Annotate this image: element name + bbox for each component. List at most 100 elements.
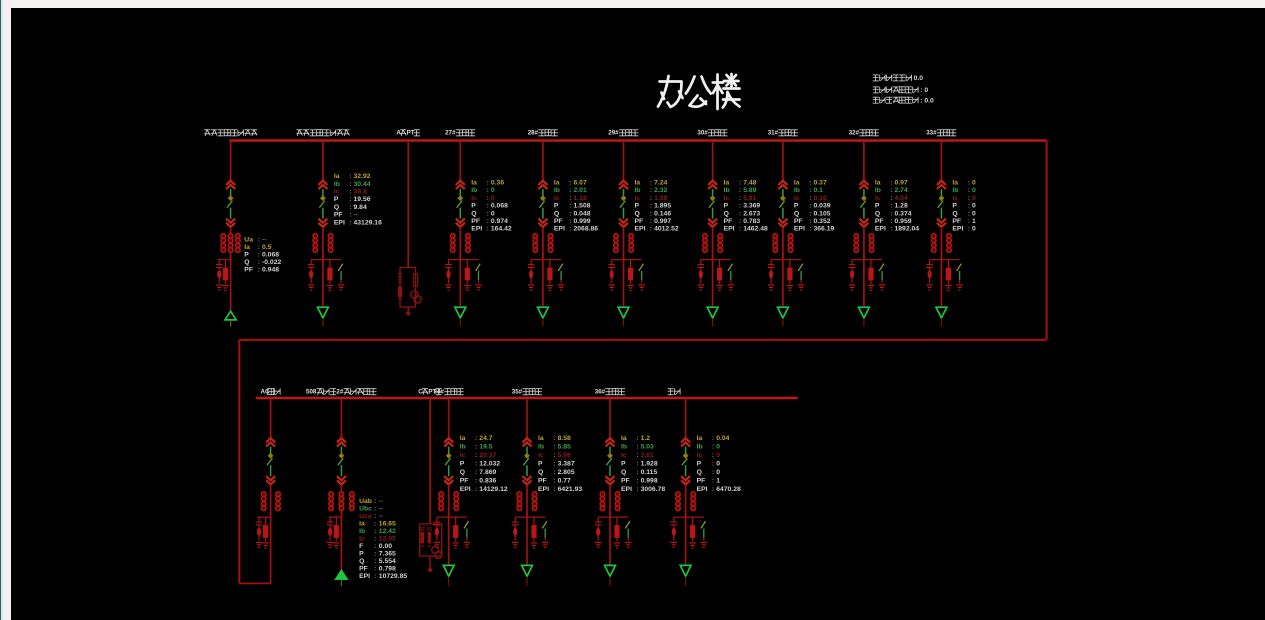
svg-text:7.869: 7.869 <box>479 469 496 476</box>
svg-text:Ic: Ic <box>635 195 641 202</box>
svg-text::: : <box>258 237 260 244</box>
svg-text:4.04: 4.04 <box>895 195 908 202</box>
svg-text::: : <box>374 513 376 520</box>
svg-text::: : <box>636 443 638 450</box>
svg-text:Ib: Ib <box>334 181 340 188</box>
svg-text:PF: PF <box>952 218 961 225</box>
svg-text::: : <box>712 452 714 459</box>
svg-text:Ib: Ib <box>635 187 641 194</box>
svg-text:PF: PF <box>334 212 343 219</box>
svg-text:P: P <box>697 460 702 467</box>
svg-text:PF: PF <box>697 477 706 484</box>
svg-text::: : <box>258 259 260 266</box>
svg-text:4012.52: 4012.52 <box>654 226 679 233</box>
svg-text:1.928: 1.928 <box>641 460 658 467</box>
svg-text::: : <box>636 435 638 442</box>
svg-text::: : <box>809 218 811 225</box>
svg-text:P: P <box>359 550 364 557</box>
svg-text:EPI: EPI <box>359 573 370 580</box>
svg-text::: : <box>890 203 892 210</box>
svg-text:Q: Q <box>334 204 339 211</box>
svg-text::: : <box>349 196 351 203</box>
svg-text::: : <box>553 452 555 459</box>
svg-text::: : <box>487 180 489 187</box>
svg-text:AC: AC <box>261 389 270 396</box>
svg-text:Ic: Ic <box>554 195 560 202</box>
svg-text:PF: PF <box>875 218 884 225</box>
svg-text:P: P <box>794 203 799 210</box>
svg-text:0.374: 0.374 <box>895 210 912 217</box>
svg-text:1892.04: 1892.04 <box>895 226 920 233</box>
svg-text:EPI: EPI <box>697 486 708 493</box>
svg-text:0.068: 0.068 <box>491 203 508 210</box>
svg-text:PF: PF <box>724 218 733 225</box>
svg-text:Ic: Ic <box>621 452 627 459</box>
svg-text:Ib: Ib <box>359 528 365 535</box>
svg-text:8.58: 8.58 <box>558 435 571 442</box>
svg-text:0: 0 <box>716 452 720 459</box>
svg-text:PF: PF <box>538 477 547 484</box>
svg-text::: : <box>968 195 970 202</box>
svg-text::: : <box>968 226 970 233</box>
svg-text:Q: Q <box>538 469 543 476</box>
svg-text:Q: Q <box>875 210 880 217</box>
svg-text:2068.86: 2068.86 <box>574 226 599 233</box>
svg-text::: : <box>475 486 477 493</box>
svg-text:PF: PF <box>244 267 253 274</box>
svg-text:43129.16: 43129.16 <box>354 219 383 226</box>
svg-text:Ib: Ib <box>697 443 703 450</box>
svg-text:Ib: Ib <box>952 187 958 194</box>
svg-text:Ia: Ia <box>875 180 881 187</box>
svg-text:0.068: 0.068 <box>262 252 279 259</box>
svg-text::: : <box>487 195 489 202</box>
svg-text:2#: 2# <box>336 389 343 396</box>
svg-text::: : <box>258 244 260 251</box>
svg-text::: : <box>636 460 638 467</box>
svg-text:Ua: Ua <box>244 237 253 244</box>
svg-text::: : <box>553 460 555 467</box>
svg-text::: : <box>475 443 477 450</box>
svg-text:7.48: 7.48 <box>743 180 756 187</box>
svg-text::: : <box>712 443 714 450</box>
svg-text:Ia: Ia <box>635 180 641 187</box>
svg-text:Ib: Ib <box>794 187 800 194</box>
svg-text:PF: PF <box>621 477 630 484</box>
svg-text::: : <box>349 181 351 188</box>
svg-text:Ia: Ia <box>244 244 250 251</box>
svg-text:Q: Q <box>952 210 957 217</box>
svg-text:0.115: 0.115 <box>641 469 658 476</box>
svg-text::: : <box>712 486 714 493</box>
svg-text::: : <box>374 520 376 527</box>
svg-text::: : <box>739 210 741 217</box>
svg-text:6.07: 6.07 <box>574 180 587 187</box>
svg-text:2.673: 2.673 <box>743 210 760 217</box>
svg-text:0: 0 <box>491 195 495 202</box>
svg-text::: : <box>890 210 892 217</box>
svg-text::: : <box>374 535 376 542</box>
svg-text:2.74: 2.74 <box>895 187 908 194</box>
svg-text:1462.48: 1462.48 <box>743 226 768 233</box>
svg-text:12.42: 12.42 <box>379 528 396 535</box>
svg-text:0.997: 0.997 <box>654 218 671 225</box>
svg-text::: : <box>739 180 741 187</box>
svg-text:0.5: 0.5 <box>262 244 272 251</box>
svg-text:0.998: 0.998 <box>641 477 658 484</box>
svg-text:Q: Q <box>794 210 799 217</box>
svg-text:Ic: Ic <box>697 452 703 459</box>
svg-text:0.798: 0.798 <box>379 565 396 572</box>
svg-text::: : <box>475 477 477 484</box>
svg-text:EPI: EPI <box>724 226 735 233</box>
svg-text::: : <box>374 505 376 512</box>
svg-text:19.5: 19.5 <box>479 443 492 450</box>
svg-text::: : <box>809 210 811 217</box>
svg-text:Q: Q <box>724 210 729 217</box>
svg-text:0.048: 0.048 <box>574 210 591 217</box>
svg-text:3.387: 3.387 <box>558 460 575 467</box>
svg-text:0.146: 0.146 <box>654 210 671 217</box>
svg-text:Ic: Ic <box>538 452 544 459</box>
svg-text:Ubc: Ubc <box>359 505 372 512</box>
svg-text:0.97: 0.97 <box>895 180 908 187</box>
svg-text:Ib: Ib <box>460 443 466 450</box>
svg-text:Ic: Ic <box>471 195 477 202</box>
svg-text:Ib: Ib <box>724 187 730 194</box>
